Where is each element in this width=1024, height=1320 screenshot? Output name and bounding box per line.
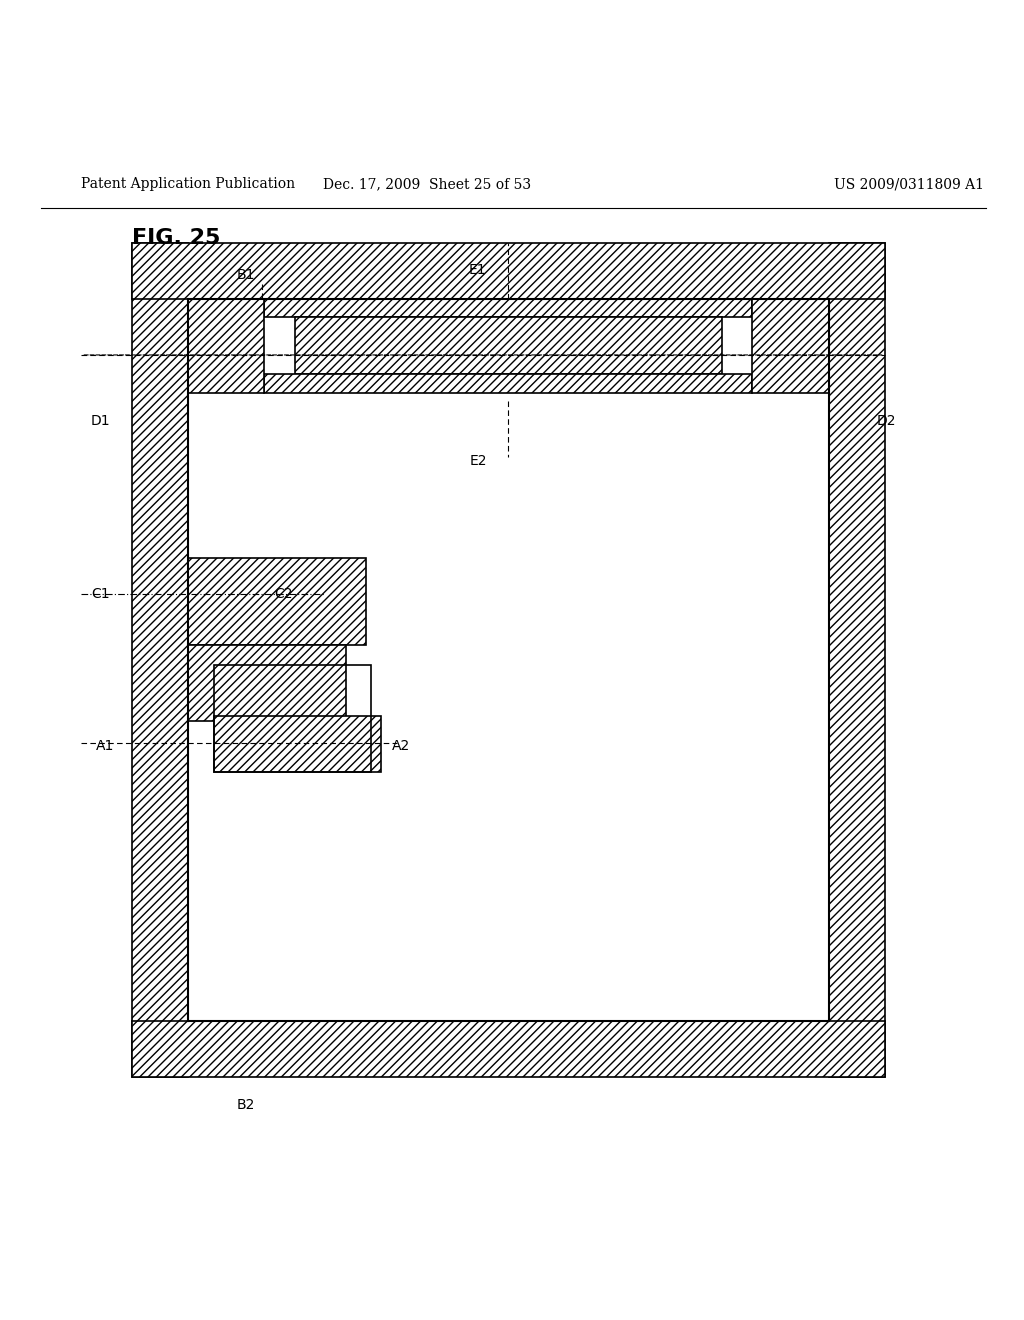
Text: B1: B1 [237,268,255,281]
Bar [264,300,753,317]
Text: C2: C2 [274,587,293,601]
Bar [214,715,381,772]
Text: Patent Application Publication: Patent Application Publication [81,177,296,191]
Bar [132,243,885,300]
Bar [132,1020,885,1077]
Text: B2: B2 [237,1098,255,1113]
Bar [214,665,371,772]
Text: D1: D1 [90,414,110,428]
Bar [132,243,188,1077]
Bar [753,300,828,392]
Text: A1: A1 [95,739,114,754]
Text: E1: E1 [469,263,486,277]
Text: Dec. 17, 2009  Sheet 25 of 53: Dec. 17, 2009 Sheet 25 of 53 [323,177,531,191]
Text: C1: C1 [91,587,110,601]
Text: A2: A2 [391,739,410,754]
Bar [188,558,366,644]
Text: D2: D2 [877,414,896,428]
Text: E2: E2 [469,454,486,467]
Text: US 2009/0311809 A1: US 2009/0311809 A1 [834,177,984,191]
Bar [264,375,753,392]
Bar [188,644,346,721]
Bar [295,317,722,375]
Bar [828,243,885,1077]
Text: FIG. 25: FIG. 25 [132,228,220,248]
Bar [188,300,264,392]
